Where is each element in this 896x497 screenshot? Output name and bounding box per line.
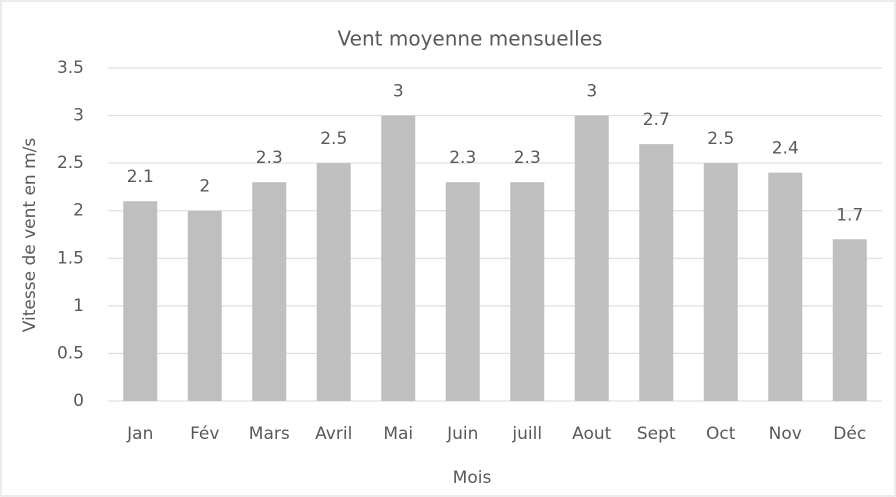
y-axis-label: Vitesse de vent en m/s xyxy=(20,138,40,333)
data-label: 3 xyxy=(393,82,404,102)
bar xyxy=(639,144,674,401)
bar xyxy=(768,172,803,401)
x-tick-label: Jan xyxy=(126,424,153,444)
x-tick-label: juill xyxy=(511,424,542,444)
x-tick-label: Aout xyxy=(572,424,612,444)
data-label: 1.7 xyxy=(836,205,863,225)
bar xyxy=(123,201,158,401)
y-tick-label: 3.5 xyxy=(57,58,84,78)
x-axis-label: Mois xyxy=(453,468,492,488)
x-tick-label: Nov xyxy=(769,424,802,444)
bar xyxy=(574,115,609,402)
bar xyxy=(187,210,222,401)
data-label: 2.3 xyxy=(449,148,476,168)
bar xyxy=(445,182,480,401)
data-label: 2 xyxy=(199,177,210,197)
data-label: 2.1 xyxy=(127,167,154,187)
x-tick-label: Avril xyxy=(315,424,352,444)
x-tick-label: Mars xyxy=(249,424,290,444)
y-tick-label: 0 xyxy=(73,391,84,411)
data-label: 2.4 xyxy=(772,139,799,159)
bar xyxy=(703,163,738,401)
data-label: 2.7 xyxy=(643,110,670,130)
y-tick-label: 1.5 xyxy=(57,248,84,268)
x-tick-label: Fév xyxy=(190,424,219,444)
x-tick-label: Déc xyxy=(833,424,866,444)
y-tick-label: 2.5 xyxy=(57,153,84,173)
x-tick-label: Oct xyxy=(706,424,736,444)
y-tick-label: 0.5 xyxy=(57,343,84,363)
data-label: 3 xyxy=(586,82,597,102)
y-tick-label: 1 xyxy=(73,296,84,316)
x-tick-label: Sept xyxy=(637,424,676,444)
y-tick-label: 3 xyxy=(73,106,84,126)
y-tick-label: 2 xyxy=(73,201,84,221)
data-label: 2.3 xyxy=(256,148,283,168)
bar xyxy=(381,115,416,402)
bar xyxy=(832,239,867,401)
bar xyxy=(316,163,351,401)
data-label: 2.5 xyxy=(320,129,347,149)
bar xyxy=(252,182,287,401)
x-tick-label: Mai xyxy=(383,424,413,444)
data-label: 2.3 xyxy=(514,148,541,168)
chart-title: Vent moyenne mensuelles xyxy=(338,27,603,51)
bar xyxy=(510,182,545,401)
x-tick-label: Juin xyxy=(446,424,478,444)
data-label: 2.5 xyxy=(707,129,734,149)
